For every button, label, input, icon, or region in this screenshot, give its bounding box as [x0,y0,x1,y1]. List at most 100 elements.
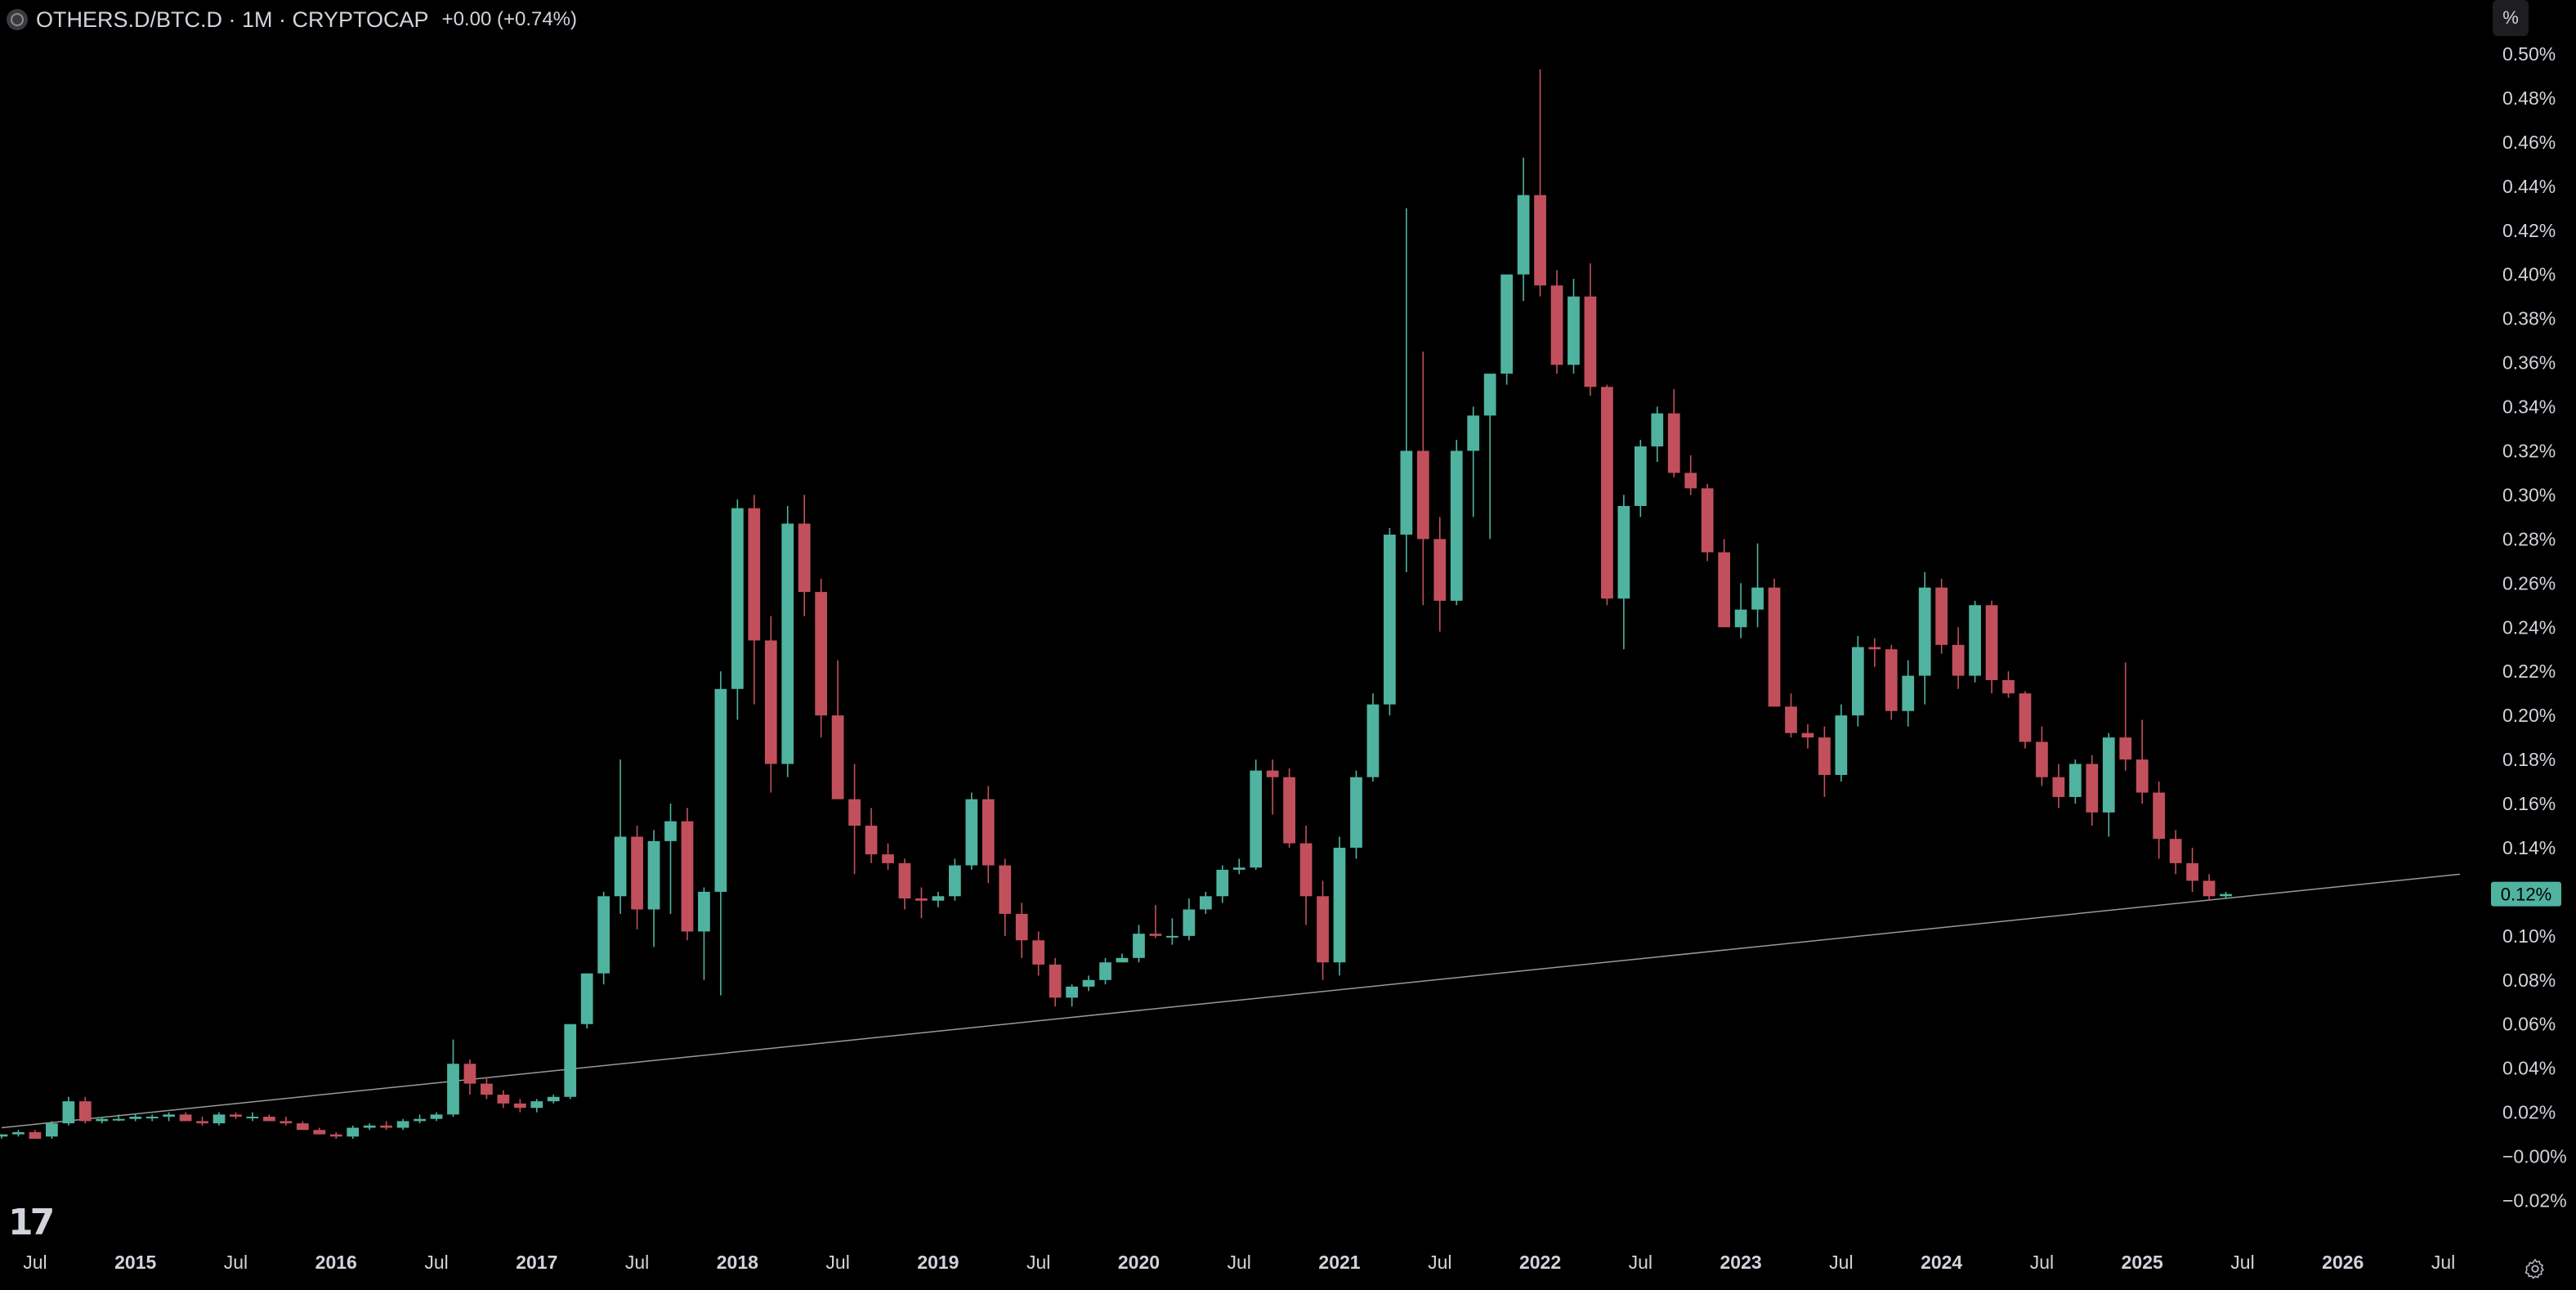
candle [1651,406,1664,462]
candle-body [2135,759,2149,793]
candle-body [414,1118,426,1122]
time-axis[interactable]: Jul 2015 Jul 2016 Jul 2017 Jul 2018 Jul 2019 Jul 20… [23,1252,2455,1273]
candle-body [714,688,727,892]
candle [865,808,878,863]
price-axis[interactable]: 0.50% 0.48% 0.46% 0.44% 0.42% 0.40% 0.38% 0.36%… [2502,43,2567,1212]
percent-scale-toggle[interactable]: % [2493,0,2529,36]
candle [530,1099,543,1113]
price-change: +0.00 (+0.74%) [441,8,578,30]
candle [815,578,828,738]
candle [1133,925,1145,963]
candle [513,1099,526,1113]
x-tick-label: 2020 [1118,1252,1160,1273]
candle [112,1114,125,1122]
x-tick-label: Jul [2431,1252,2455,1273]
y-tick-label: 0.48% [2502,87,2556,109]
candle [564,1023,577,1100]
candle [999,858,1012,936]
candle-body [230,1114,242,1118]
candle-body [882,854,894,863]
y-tick-label: 0.26% [2502,572,2556,593]
candle [497,1090,510,1109]
candle-body [1366,704,1380,777]
candle-body [513,1103,526,1109]
candle [1149,905,1162,938]
candle [1333,836,1346,976]
candle [1952,627,1965,689]
candle-body [865,826,878,855]
x-tick-label: 2022 [1519,1252,1561,1273]
candle [1166,918,1178,945]
candle [1885,644,1898,720]
y-tick-label: 0.04% [2502,1058,2556,1079]
candle [96,1117,109,1124]
candle [982,786,995,884]
candle-body [12,1131,25,1135]
candle-body [915,898,928,901]
candle [597,891,610,985]
candles-series [0,69,2232,1139]
candle [145,1114,159,1122]
candle [631,826,643,929]
y-tick-label: 0.28% [2502,528,2556,549]
y-tick-label: −0.02% [2502,1190,2567,1212]
y-tick-label: −0.00% [2502,1146,2567,1167]
candle-body [1283,777,1295,844]
x-tick-label: 2016 [315,1252,357,1273]
candle [614,759,627,914]
candle-body [1266,770,1279,777]
candle-body [1350,777,1362,848]
candle-body [246,1117,259,1119]
settings-gear-icon[interactable] [2524,1257,2547,1280]
candle [347,1125,360,1139]
candle [1734,583,1747,638]
candle-body [1216,869,1229,897]
candle-body [898,862,911,899]
x-tick-label: Jul [23,1252,47,1273]
candle-body [2220,894,2232,897]
candle [1366,693,1380,782]
candle [78,1096,92,1124]
candle [1416,352,1429,606]
y-tick-label: 0.20% [2502,705,2556,726]
tradingview-logo-icon[interactable]: 17 [8,1202,55,1243]
candle [1183,898,1196,941]
candle [1216,865,1229,903]
candle-body [1099,962,1111,980]
candle [1032,931,1045,976]
candle-body [1317,896,1329,963]
candle-body [530,1101,543,1109]
y-tick-label: 0.40% [2502,264,2556,285]
candle [1684,455,1697,495]
candle-body [447,1064,459,1115]
candle-body [748,508,761,641]
candle-body [1299,843,1313,897]
x-tick-label: Jul [625,1252,649,1273]
last-price-label: 0.12% [2501,885,2551,905]
candle-body [781,523,794,764]
candle [664,804,677,914]
candle [781,505,794,777]
candle-body [1232,867,1246,870]
x-tick-label: Jul [1228,1252,1251,1273]
last-price-badge [2491,881,2561,907]
y-tick-label: 0.24% [2502,616,2556,638]
candle [1935,578,1948,654]
candle-body [1333,847,1346,963]
candle [898,858,911,910]
x-tick-label: 2023 [1720,1252,1762,1273]
x-tick-label: 2025 [2122,1252,2163,1273]
candle-body [1032,940,1045,965]
x-tick-label: Jul [2030,1252,2054,1273]
candle-body [1969,605,1981,676]
candle-body [1015,913,1028,941]
symbol-logo-icon[interactable] [7,9,28,30]
support-trendline[interactable] [1,873,2461,1129]
candle-body [1534,195,1546,286]
candle [1433,517,1447,632]
symbol-title[interactable]: OTHERS.D/BTC.D · 1M · CRYPTOCAP [36,7,429,32]
candle-body [1116,957,1129,963]
candle-body [363,1125,376,1128]
candle [463,1059,476,1095]
